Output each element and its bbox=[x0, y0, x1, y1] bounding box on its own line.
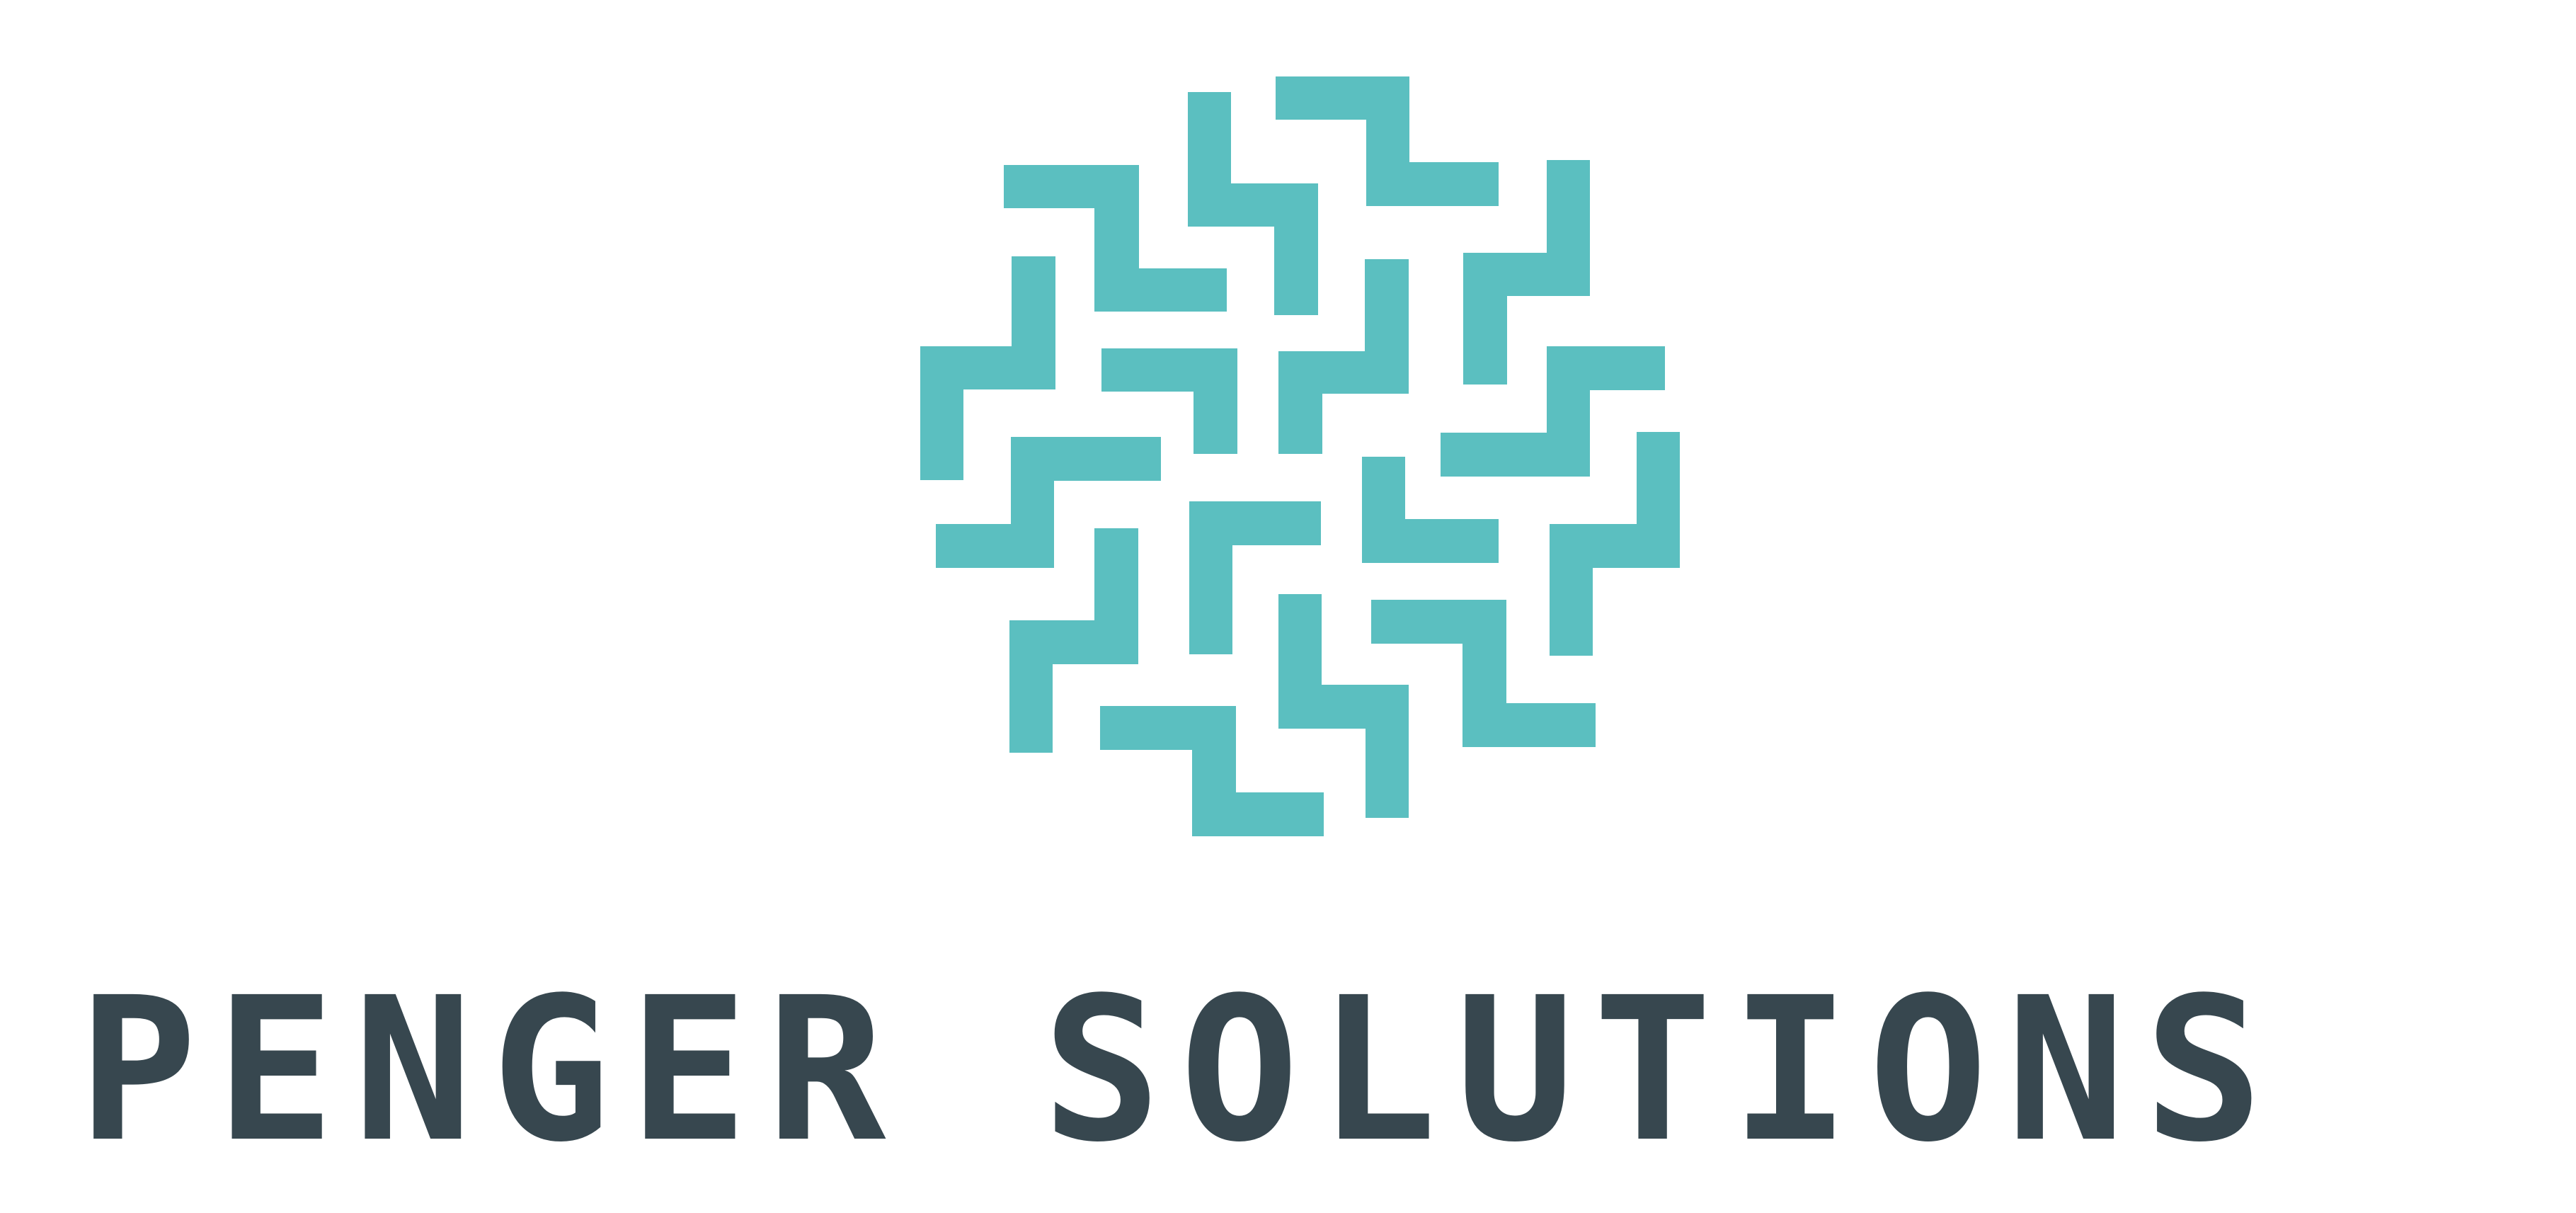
mark-stroke-6 bbox=[1101, 348, 1237, 454]
mark-stroke-4 bbox=[1463, 160, 1590, 385]
wordmark-solutions: SOLUTIONS bbox=[1042, 955, 2282, 1186]
mark-stroke-12 bbox=[1550, 432, 1680, 656]
mark-stroke-10 bbox=[1362, 457, 1499, 563]
mark-stroke-3 bbox=[1004, 165, 1227, 312]
mark-stroke-2 bbox=[1188, 92, 1318, 315]
mark-stroke-5 bbox=[920, 256, 1055, 480]
mark-stroke-15 bbox=[1371, 600, 1596, 747]
mark-stroke-14 bbox=[1278, 594, 1409, 818]
wordmark-space bbox=[904, 972, 1042, 1170]
mark-stroke-13 bbox=[1009, 528, 1138, 753]
mark-stroke-1 bbox=[1276, 76, 1499, 206]
mark-stroke-7 bbox=[1278, 259, 1409, 454]
mark-stroke-9 bbox=[936, 437, 1161, 568]
mark-stroke-16 bbox=[1100, 706, 1324, 836]
mark-strokes bbox=[920, 76, 1680, 836]
wordmark: PENGER SOLUTIONS bbox=[78, 964, 2499, 1177]
wordmark-penger: PENGER bbox=[78, 955, 905, 1186]
mark-stroke-11 bbox=[1189, 501, 1321, 654]
mark-stroke-8 bbox=[1441, 346, 1665, 477]
